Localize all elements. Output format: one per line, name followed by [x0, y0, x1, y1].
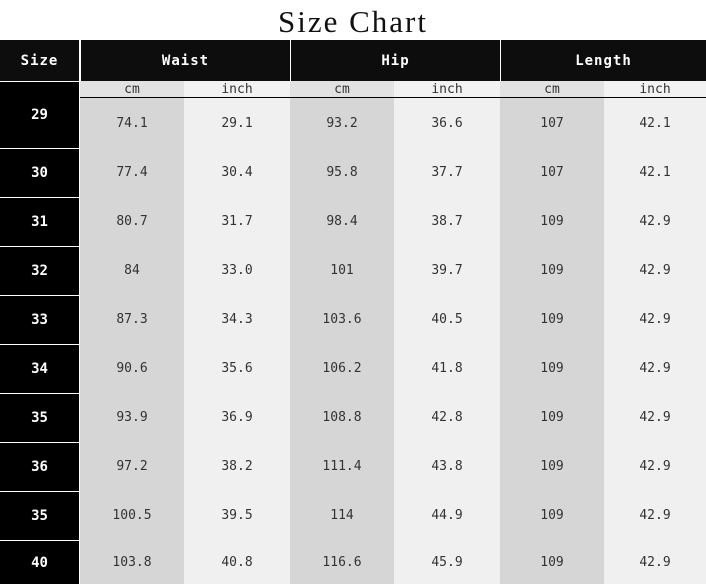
- value-cell: 109: [540, 410, 564, 425]
- value-cell: 40.5: [431, 312, 463, 327]
- value-cell: 42.1: [639, 165, 671, 180]
- unit-label: inch: [184, 81, 290, 98]
- value-cell: 39.7: [431, 263, 463, 278]
- value-cell: 114: [330, 508, 354, 523]
- size-cell: 30: [0, 149, 79, 197]
- size-cell: 33: [0, 296, 79, 344]
- value-cell: 109: [540, 361, 564, 376]
- unit-label: inch: [604, 81, 706, 98]
- value-cell: 42.9: [639, 508, 671, 523]
- header-size: Size: [0, 40, 79, 81]
- value-cell: 100.5: [112, 508, 152, 523]
- value-cell: 42.9: [639, 214, 671, 229]
- header-hip: Hip: [291, 40, 500, 81]
- value-cell: 103.6: [322, 312, 362, 327]
- unit-underline: [80, 97, 706, 98]
- value-cell: 98.4: [326, 214, 358, 229]
- size-cell: 29: [0, 82, 79, 148]
- size-cell: 40: [0, 541, 79, 584]
- value-cell: 33.0: [221, 263, 253, 278]
- header-length: Length: [501, 40, 706, 81]
- value-cell: 90.6: [116, 361, 148, 376]
- value-cell: 111.4: [322, 459, 362, 474]
- page-title: Size Chart: [278, 4, 428, 39]
- value-cell: 108.8: [322, 410, 362, 425]
- value-cell: 29.1: [221, 115, 253, 131]
- column-bg: [604, 81, 706, 584]
- value-cell: 107: [540, 165, 564, 180]
- value-cell: 38.7: [431, 214, 463, 229]
- value-cell: 87.3: [116, 312, 148, 327]
- value-cell: 42.9: [639, 410, 671, 425]
- value-cell: 42.9: [639, 554, 671, 570]
- value-cell: 106.2: [322, 361, 362, 376]
- value-cell: 38.2: [221, 459, 253, 474]
- value-cell: 42.9: [639, 312, 671, 327]
- column-bg: [184, 81, 290, 584]
- value-cell: 109: [540, 312, 564, 327]
- value-cell: 93.2: [326, 115, 358, 131]
- value-cell: 107: [540, 115, 564, 131]
- value-cell: 45.9: [431, 554, 463, 570]
- column-bg: [290, 81, 394, 584]
- value-cell: 42.9: [639, 263, 671, 278]
- value-cell: 103.8: [112, 554, 152, 570]
- value-cell: 39.5: [221, 508, 253, 523]
- size-cell: 34: [0, 345, 79, 393]
- value-cell: 36.6: [431, 115, 463, 131]
- unit-label: cm: [500, 81, 604, 98]
- unit-label: inch: [394, 81, 500, 98]
- value-cell: 95.8: [326, 165, 358, 180]
- size-cell: 35: [0, 394, 79, 442]
- value-cell: 97.2: [116, 459, 148, 474]
- value-cell: 42.9: [639, 361, 671, 376]
- column-bg: [80, 81, 184, 584]
- unit-label: cm: [80, 81, 184, 98]
- value-cell: 36.9: [221, 410, 253, 425]
- value-cell: 93.9: [116, 410, 148, 425]
- value-cell: 30.4: [221, 165, 253, 180]
- header-waist: Waist: [81, 40, 290, 81]
- value-cell: 101: [330, 263, 354, 278]
- value-cell: 37.7: [431, 165, 463, 180]
- value-cell: 109: [540, 459, 564, 474]
- size-cell: 31: [0, 198, 79, 246]
- column-bg: [394, 81, 500, 584]
- value-cell: 43.8: [431, 459, 463, 474]
- value-cell: 109: [540, 214, 564, 229]
- size-cell: 36: [0, 443, 79, 491]
- size-chart-table: Size Waist Hip Length cm inch cm inch cm inch 29 74…: [0, 40, 706, 584]
- value-cell: 42.8: [431, 410, 463, 425]
- value-cell: 35.6: [221, 361, 253, 376]
- size-cell: 35: [0, 492, 79, 540]
- value-cell: 74.1: [116, 115, 148, 131]
- value-cell: 40.8: [221, 554, 253, 570]
- value-cell: 42.9: [639, 459, 671, 474]
- value-cell: 80.7: [116, 214, 148, 229]
- value-cell: 34.3: [221, 312, 253, 327]
- value-cell: 31.7: [221, 214, 253, 229]
- value-cell: 109: [540, 263, 564, 278]
- value-cell: 109: [540, 554, 564, 570]
- value-cell: 41.8: [431, 361, 463, 376]
- column-bg: [500, 81, 604, 584]
- value-cell: 42.1: [639, 115, 671, 131]
- value-cell: 116.6: [322, 554, 362, 570]
- value-cell: 84: [124, 263, 140, 278]
- size-cell: 32: [0, 247, 79, 295]
- value-cell: 109: [540, 508, 564, 523]
- value-cell: 44.9: [431, 508, 463, 523]
- value-cell: 77.4: [116, 165, 148, 180]
- unit-label: cm: [290, 81, 394, 98]
